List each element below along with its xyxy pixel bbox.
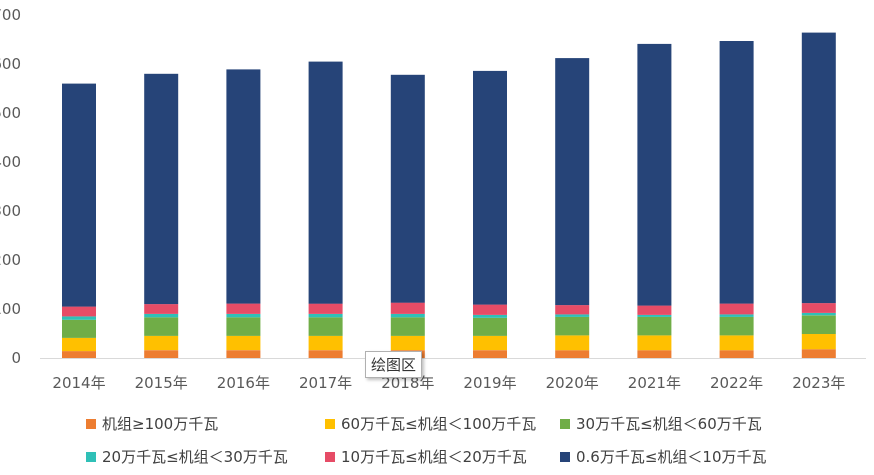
x-tick-label: 2017年 <box>299 374 352 392</box>
bar-segment-3-0 <box>308 350 343 358</box>
y-tick-label: 0 <box>11 349 21 367</box>
x-tick-label: 2014年 <box>52 374 105 392</box>
bar-segment-7-5 <box>637 43 672 306</box>
bar-segment-4-5 <box>390 74 425 303</box>
bar-segment-0-4 <box>62 306 96 317</box>
y-tick-label: 600 <box>0 55 21 73</box>
bar-segment-2-4 <box>226 303 261 314</box>
bar-segment-1-2 <box>144 317 179 336</box>
bar-segment-1-1 <box>144 335 179 351</box>
bar-segment-8-0 <box>719 350 754 358</box>
bar-segment-8-4 <box>719 303 754 315</box>
x-tick-label: 2021年 <box>628 374 681 392</box>
bar-segment-6-1 <box>555 335 590 351</box>
bar-segment-2-2 <box>226 317 261 336</box>
bar-segment-4-3 <box>390 313 425 318</box>
bars <box>62 32 836 358</box>
bar-segment-6-3 <box>555 314 590 317</box>
bar-segment-5-4 <box>473 304 507 315</box>
bar-segment-6-4 <box>555 305 590 315</box>
bar-segment-0-5 <box>62 83 96 307</box>
bar-segment-4-2 <box>390 317 425 336</box>
bar-segment-1-5 <box>144 73 179 305</box>
bar-segment-0-2 <box>62 319 96 338</box>
bar-segment-4-1 <box>390 335 425 351</box>
bar-segment-8-3 <box>719 314 754 317</box>
bar-segment-9-1 <box>801 334 836 350</box>
bar-segment-5-3 <box>473 314 507 318</box>
x-tick-label: 2023年 <box>792 374 845 392</box>
y-tick-label: 100 <box>0 300 21 318</box>
x-tick-label: 2018年 <box>381 374 434 392</box>
bar-segment-0-3 <box>62 316 96 320</box>
bar-segment-0-0 <box>62 351 96 358</box>
bar-segment-6-0 <box>555 350 590 358</box>
bar-segment-1-4 <box>144 304 179 314</box>
bar-segment-4-4 <box>390 302 425 314</box>
x-tick-label: 2015年 <box>135 374 188 392</box>
bar-segment-6-2 <box>555 316 590 336</box>
bar-segment-9-5 <box>801 32 836 304</box>
bar-segment-2-3 <box>226 313 261 318</box>
x-tick-label: 2020年 <box>546 374 599 392</box>
y-tick-label: 300 <box>0 202 21 220</box>
y-tick-label: 200 <box>0 251 21 269</box>
y-axis: 0 100 200 300 400 500 600 700 <box>0 6 21 367</box>
bar-segment-2-0 <box>226 350 261 358</box>
bar-segment-1-0 <box>144 350 179 358</box>
x-tick-label: 2019年 <box>463 374 516 392</box>
x-tick-label: 2022年 <box>710 374 763 392</box>
bar-segment-2-5 <box>226 69 261 304</box>
bar-segment-8-5 <box>719 41 754 304</box>
bar-segment-3-4 <box>308 303 343 314</box>
bar-segment-5-2 <box>473 317 507 336</box>
bar-segment-0-1 <box>62 337 96 352</box>
x-tick-label: 2016年 <box>217 374 270 392</box>
bar-segment-2-1 <box>226 335 261 351</box>
bar-segment-3-2 <box>308 317 343 336</box>
bar-segment-9-3 <box>801 312 836 316</box>
bar-segment-7-3 <box>637 314 672 317</box>
bar-segment-3-3 <box>308 313 343 318</box>
bar-segment-6-5 <box>555 58 590 306</box>
bar-segment-5-1 <box>473 335 507 351</box>
plot-area-tooltip: 绘图区 <box>365 351 423 378</box>
bar-segment-7-2 <box>637 316 672 336</box>
bar-segment-5-5 <box>473 70 507 305</box>
y-tick-label: 700 <box>0 6 21 24</box>
bar-segment-9-0 <box>801 349 836 358</box>
bar-segment-8-2 <box>719 316 754 336</box>
y-tick-label: 500 <box>0 104 21 122</box>
x-axis: 2014年 2015年 2016年 2017年 2018年 2019年 2020年 2021年… <box>52 374 845 392</box>
bar-segment-3-1 <box>308 335 343 351</box>
bar-segment-7-1 <box>637 335 672 351</box>
bar-segment-3-5 <box>308 61 343 304</box>
bar-segment-7-0 <box>637 350 672 358</box>
bar-segment-9-4 <box>801 303 836 313</box>
bar-segment-1-3 <box>144 313 179 318</box>
bar-segment-8-1 <box>719 335 754 351</box>
bar-segment-7-4 <box>637 305 672 315</box>
bar-segment-9-2 <box>801 315 836 334</box>
bar-segment-5-0 <box>473 350 507 358</box>
y-tick-label: 400 <box>0 153 21 171</box>
